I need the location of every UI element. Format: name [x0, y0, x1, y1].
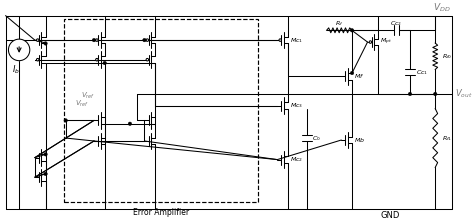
Circle shape	[64, 119, 67, 122]
Circle shape	[128, 122, 132, 125]
Text: $Mc_1$: $Mc_1$	[290, 36, 303, 45]
Text: $V_{ref}$: $V_{ref}$	[81, 91, 95, 101]
Text: $R_{f1}$: $R_{f1}$	[442, 134, 452, 143]
Text: GND: GND	[381, 211, 400, 220]
Circle shape	[103, 61, 107, 65]
Circle shape	[350, 71, 354, 75]
Text: $Cc_2$: $Cc_2$	[391, 19, 402, 28]
Circle shape	[369, 41, 372, 43]
Circle shape	[44, 153, 47, 156]
Text: $R_{f0}$: $R_{f0}$	[442, 52, 452, 61]
Text: $M_{pt}$: $M_{pt}$	[380, 37, 392, 47]
Circle shape	[44, 42, 47, 45]
Text: $Mc_2$: $Mc_2$	[290, 155, 303, 164]
Circle shape	[92, 38, 96, 42]
Circle shape	[36, 39, 39, 41]
Circle shape	[96, 58, 98, 61]
Circle shape	[279, 39, 282, 41]
Text: $Mf$: $Mf$	[354, 72, 364, 80]
Circle shape	[143, 38, 146, 42]
Circle shape	[350, 29, 354, 32]
Text: $R_f$: $R_f$	[335, 19, 344, 28]
Text: $Mb$: $Mb$	[354, 136, 365, 144]
Text: $I_b$: $I_b$	[12, 63, 20, 76]
Text: $V_{out}$: $V_{out}$	[455, 88, 472, 100]
Text: $Mc_3$: $Mc_3$	[290, 101, 303, 110]
Circle shape	[434, 92, 437, 96]
Circle shape	[96, 39, 98, 41]
Circle shape	[146, 39, 148, 41]
Text: $V_{DD}$: $V_{DD}$	[433, 2, 451, 14]
Circle shape	[44, 172, 47, 176]
Text: $Cc_1$: $Cc_1$	[416, 68, 428, 77]
Text: $C_0$: $C_0$	[312, 134, 321, 143]
Bar	[64, 19, 258, 202]
Circle shape	[146, 58, 148, 61]
Circle shape	[36, 58, 39, 61]
Text: $V_{ref}$: $V_{ref}$	[75, 99, 89, 109]
Circle shape	[408, 92, 412, 96]
Text: Error Amplifier: Error Amplifier	[133, 208, 189, 217]
Circle shape	[9, 39, 30, 61]
